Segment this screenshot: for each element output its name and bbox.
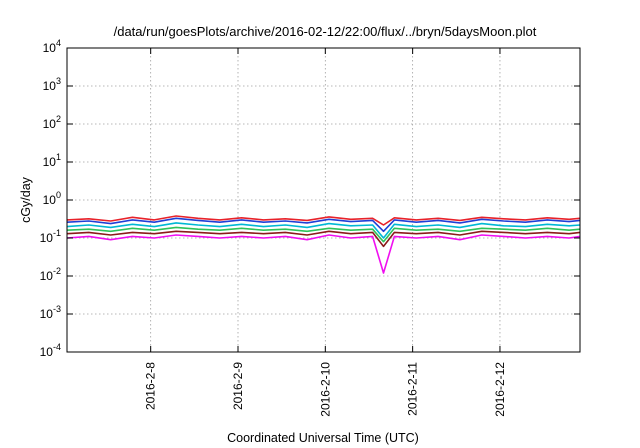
grid	[67, 48, 580, 352]
y-axis-label: cGy/day	[19, 176, 33, 223]
y-tick-label: 101	[43, 152, 61, 169]
x-tick-label: 2016-2-8	[144, 362, 158, 410]
x-tick-label: 2016-2-12	[493, 362, 507, 417]
y-tick-label: 10-4	[40, 342, 61, 359]
x-tick-label: 2016-2-10	[318, 362, 332, 417]
x-axis-label: Coordinated Universal Time (UTC)	[227, 431, 419, 445]
series-line-2	[66, 217, 581, 233]
y-tick-label: 10-2	[40, 266, 61, 283]
series-line-4	[66, 226, 581, 243]
series-line-1	[66, 215, 581, 226]
y-ticks: 10-4 10-3 10-2 10-1 100 101 102 103 104	[40, 38, 580, 359]
series-group	[66, 215, 581, 274]
y-tick-label: 104	[43, 38, 61, 55]
y-tick-label: 102	[43, 114, 61, 131]
y-tick-label: 10-1	[40, 228, 61, 245]
series-line-3	[66, 222, 581, 239]
y-tick-label: 10-3	[40, 304, 61, 321]
series-line-6	[66, 234, 581, 274]
x-tick-label: 2016-2-11	[406, 362, 420, 416]
y-tick-label: 100	[43, 190, 61, 207]
x-ticks: 2016-2-8 2016-2-9 2016-2-10 2016-2-11 2016-2…	[144, 48, 507, 417]
chart-title: /data/run/goesPlots/archive/2016-02-12/2…	[114, 24, 537, 39]
y-tick-label: 103	[43, 76, 61, 93]
x-tick-label: 2016-2-9	[231, 362, 245, 410]
series-line-5	[66, 230, 581, 248]
